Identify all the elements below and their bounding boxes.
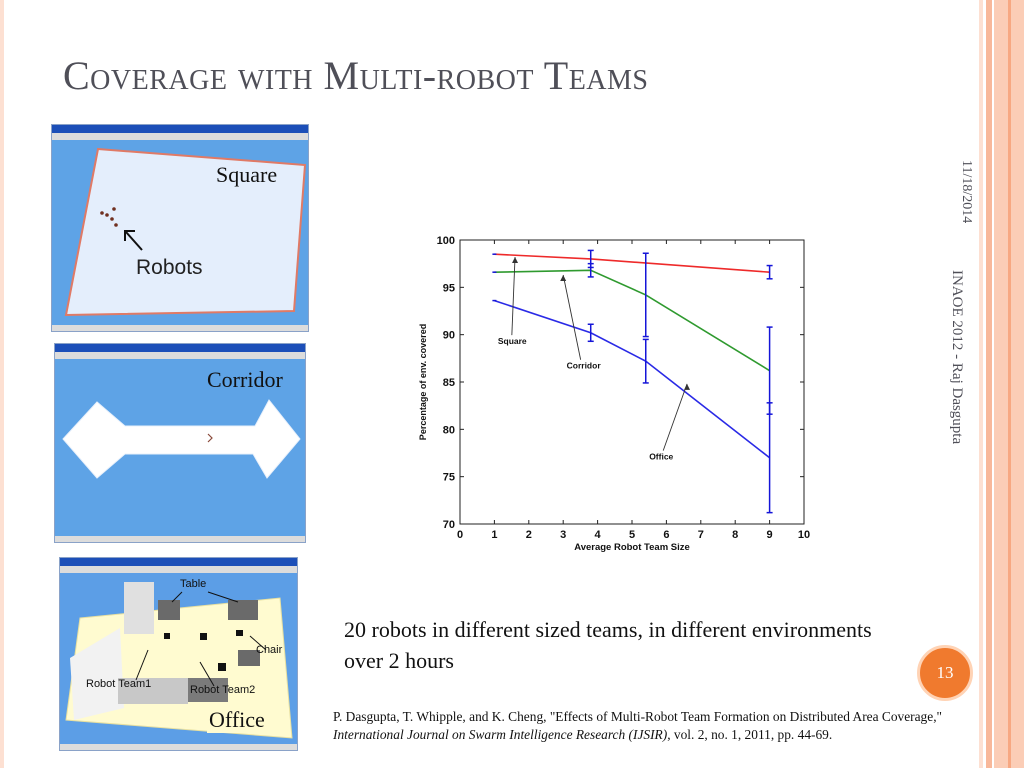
annotation-arrow bbox=[662, 383, 688, 451]
y-tick-label: 95 bbox=[443, 282, 455, 294]
y-tick-label: 75 bbox=[443, 472, 455, 484]
y-tick-label: 85 bbox=[443, 377, 455, 389]
square-environment-image: Robots bbox=[51, 124, 309, 332]
corridor-arena-drawing bbox=[62, 399, 301, 479]
window-menubar bbox=[55, 352, 305, 359]
x-tick-label: 4 bbox=[595, 529, 602, 541]
office-arena-drawing bbox=[65, 582, 293, 739]
window-menubar bbox=[52, 133, 308, 140]
annotation-arrowhead bbox=[560, 275, 567, 282]
x-tick-label: 7 bbox=[698, 529, 704, 541]
annotation-arrowhead bbox=[512, 257, 519, 264]
annotation-arrowhead bbox=[684, 383, 691, 390]
corridor-label: Corridor bbox=[207, 367, 283, 392]
citation-details: , vol. 2, no. 1, 2011, pp. 44-69. bbox=[667, 727, 833, 742]
decor-stripe-2 bbox=[986, 0, 992, 768]
window-statusbar bbox=[52, 325, 308, 331]
plot-area bbox=[459, 239, 805, 525]
y-tick-label: 100 bbox=[437, 235, 455, 247]
decor-stripe-1 bbox=[979, 0, 983, 768]
square-arena-drawing bbox=[64, 147, 307, 317]
citation-authors: P. Dasgupta, T. Whipple, and K. Cheng, "… bbox=[333, 709, 943, 724]
y-tick-label: 80 bbox=[443, 424, 455, 436]
x-axis-label: Average Robot Team Size bbox=[574, 542, 690, 553]
robots-label: Robots bbox=[136, 256, 203, 279]
annotation-label: Office bbox=[649, 452, 673, 462]
decor-stripe-left bbox=[0, 0, 4, 768]
square-label: Square bbox=[216, 162, 278, 187]
window-statusbar bbox=[60, 744, 297, 750]
annotation-arrow bbox=[511, 257, 516, 336]
y-tick-label: 90 bbox=[443, 330, 455, 342]
table-label: Table bbox=[180, 578, 207, 590]
x-tick-label: 3 bbox=[560, 529, 566, 541]
decor-stripe-4 bbox=[1008, 0, 1011, 768]
page-number-badge: 13 bbox=[917, 645, 973, 701]
annotation-label: Corridor bbox=[567, 361, 602, 371]
slide-title: Coverage with Multi-robot Teams bbox=[63, 53, 649, 98]
slide-caption: 20 robots in different sized teams, in d… bbox=[344, 617, 872, 673]
coverage-chart-svg: 0 1 2 3 4 5 6 7 8 9 10 70 75 80 85 90 95 100 Average Robot… bbox=[418, 235, 810, 553]
office-environment-image: Table Chair Robot Team1 Robot Team2 bbox=[59, 557, 298, 751]
x-tick-label: 1 bbox=[491, 529, 497, 541]
slide-date: 11/18/2014 bbox=[959, 160, 974, 224]
series-line-corridor bbox=[494, 269, 771, 372]
window-statusbar bbox=[55, 536, 305, 542]
robot-team2-label: Robot Team2 bbox=[190, 684, 256, 696]
corridor-environment-image bbox=[54, 343, 306, 543]
office-label: Office bbox=[207, 707, 267, 733]
window-titlebar bbox=[55, 344, 305, 352]
x-tick-label: 8 bbox=[732, 529, 738, 541]
series-line-office bbox=[494, 299, 771, 459]
chair-label: Chair bbox=[256, 644, 283, 656]
annotation-arrow bbox=[562, 274, 582, 360]
robot-team1-label: Robot Team1 bbox=[86, 678, 152, 690]
window-titlebar bbox=[60, 558, 297, 566]
x-tick-label: 5 bbox=[629, 529, 635, 541]
y-axis-label: Percentage of env. covered bbox=[418, 324, 428, 440]
x-tick-label: 6 bbox=[663, 529, 669, 541]
citation-journal: International Journal on Swarm Intellige… bbox=[333, 727, 668, 742]
coverage-chart: 0 1 2 3 4 5 6 7 8 9 10 70 75 80 85 90 95 100 Average Robot… bbox=[412, 228, 816, 558]
y-tick-label: 70 bbox=[443, 519, 455, 531]
slide-credit: INAOE 2012 - Raj Dasgupta bbox=[949, 270, 965, 445]
x-tick-label: 2 bbox=[526, 529, 532, 541]
window-menubar bbox=[60, 566, 297, 573]
x-tick-label: 9 bbox=[767, 529, 773, 541]
x-tick-label: 0 bbox=[457, 529, 463, 541]
window-titlebar bbox=[52, 125, 308, 133]
annotation-label: Square bbox=[498, 336, 527, 346]
citation: P. Dasgupta, T. Whipple, and K. Cheng, "… bbox=[333, 708, 945, 744]
x-tick-label: 10 bbox=[798, 529, 810, 541]
